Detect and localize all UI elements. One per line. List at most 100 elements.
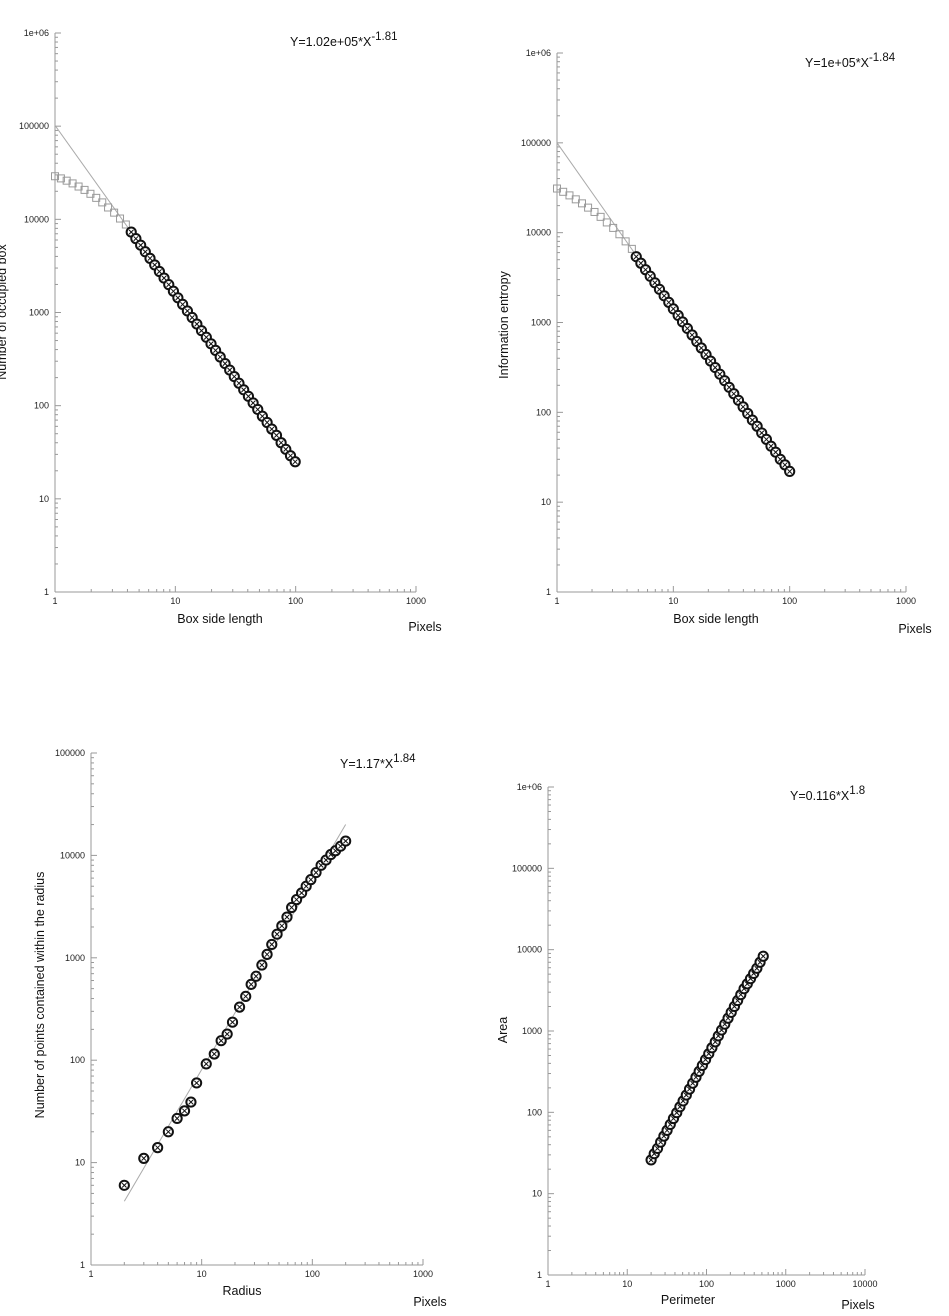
x-tick-label: 1: [52, 596, 57, 606]
data-point-cross: [638, 260, 644, 266]
data-point-cross: [189, 314, 195, 321]
y-tick-label: 1: [80, 1260, 85, 1270]
data-point-cross: [289, 904, 295, 911]
data-point: [152, 1142, 164, 1154]
data-point-cross: [180, 301, 186, 307]
y-tick-label: 100: [70, 1055, 85, 1065]
data-point-cross: [787, 468, 793, 474]
y-tick-label: 10000: [517, 945, 542, 955]
data-point-cross: [241, 387, 247, 393]
y-axis-label: Number of points contained within the ra…: [33, 872, 47, 1119]
data-point-cross: [642, 267, 649, 273]
data-point-cross: [229, 1019, 236, 1025]
data-point-cross: [203, 1061, 209, 1067]
data-point: [340, 835, 352, 847]
chart-panel-4: 1 10 100 1000 10000 1 10 100 1000 10000 100000 1e+0…: [496, 782, 878, 1312]
data-point: [310, 866, 322, 879]
data-point-cross: [194, 321, 200, 327]
data-point-cross: [170, 288, 176, 294]
data-point-cross: [259, 413, 265, 419]
data-point-cross: [278, 440, 284, 446]
data-point: [221, 1028, 233, 1040]
y-tick-label: 1e+06: [24, 28, 49, 38]
data-point-cross: [264, 419, 270, 426]
data-point-excluded: [627, 244, 636, 253]
data-point: [200, 1058, 212, 1070]
data-point-cross: [308, 877, 314, 883]
data-point-cross: [712, 365, 718, 371]
data-point: [208, 1048, 220, 1060]
y-tick-label: 1000: [531, 318, 551, 328]
data-point-cross: [763, 436, 769, 442]
data-point-cross: [698, 345, 704, 351]
data-point-excluded: [62, 176, 71, 185]
data-point-excluded: [590, 207, 599, 216]
data-point-cross: [141, 1155, 147, 1161]
data-point-cross: [217, 354, 223, 360]
y-tick-label: 100000: [19, 121, 49, 131]
x-tick-label: 100: [288, 596, 303, 606]
data-point-cross: [684, 325, 690, 332]
data-point-cross: [303, 883, 309, 889]
x-tick-label: 100: [782, 596, 797, 606]
unit-label: Pixels: [408, 620, 441, 634]
y-axis-label: Information entropy: [497, 270, 511, 378]
data-point-cross: [633, 254, 639, 260]
chart-panel-2: 1 10 100 1000 1 10 100 1000 10000 100000 1e+06 Box …: [497, 48, 932, 636]
data-point-cross: [274, 931, 280, 937]
data-point-cross: [759, 430, 765, 436]
data-point: [245, 978, 257, 990]
fit-equation: Y=1.02e+05*X-1.81: [290, 31, 398, 49]
data-point-cross: [679, 319, 686, 325]
data-point: [286, 901, 298, 914]
y-tick-label: 100000: [55, 748, 85, 758]
data-point-cross: [694, 338, 700, 345]
data-point-cross: [166, 282, 172, 288]
x-tick-label: 1000: [776, 1279, 796, 1289]
x-tick-label: 10: [622, 1279, 632, 1289]
data-point-excluded: [110, 208, 119, 217]
data-point-cross: [224, 1031, 230, 1037]
data-point-cross: [213, 347, 219, 353]
y-tick-label: 10000: [526, 228, 551, 238]
data-point: [289, 456, 301, 468]
data-point-cross: [175, 295, 181, 301]
data-point-cross: [152, 262, 158, 268]
data-point-cross: [128, 229, 134, 235]
data-point: [695, 342, 707, 354]
y-tick-label: 100000: [512, 863, 542, 873]
data-point-cross: [222, 361, 228, 367]
data-point-cross: [760, 953, 766, 959]
data-point: [191, 1077, 203, 1089]
data-point-excluded: [104, 203, 113, 212]
equation-base: Y=1e+05*X: [805, 56, 870, 70]
data-point-cross: [138, 242, 144, 248]
y-tick-label: 10: [39, 494, 49, 504]
data-point-cross: [198, 328, 205, 334]
fit-equation: Y=1.17*X1.84: [340, 753, 416, 771]
data-point: [215, 1035, 227, 1047]
y-tick-label: 1000: [522, 1026, 542, 1036]
x-tick-label: 1: [88, 1269, 93, 1279]
data-point-cross: [726, 384, 732, 390]
data-point: [250, 970, 262, 982]
fit-equation: Y=0.116*X1.8: [790, 785, 865, 803]
data-point-cross: [343, 838, 349, 844]
data-point: [118, 1179, 130, 1191]
data-point: [233, 1001, 246, 1013]
x-axis-label: Radius: [223, 1284, 262, 1298]
chart-panel-3: 1 10 100 1000 1 10 100 1000 10000 100000 Radius Pix…: [33, 748, 447, 1309]
data-point-cross: [245, 393, 251, 399]
data-point-cross: [749, 417, 755, 423]
data-point-cross: [250, 400, 256, 406]
x-tick-label: 10: [668, 596, 678, 606]
y-tick-label: 100: [536, 407, 551, 417]
equation-exponent: 1.84: [393, 753, 416, 765]
data-point-cross: [652, 280, 658, 286]
data-point-cross: [269, 941, 275, 948]
data-point-cross: [142, 249, 148, 255]
data-point-cross: [731, 391, 737, 397]
data-point-cross: [670, 306, 676, 312]
data-point-cross: [161, 275, 167, 281]
